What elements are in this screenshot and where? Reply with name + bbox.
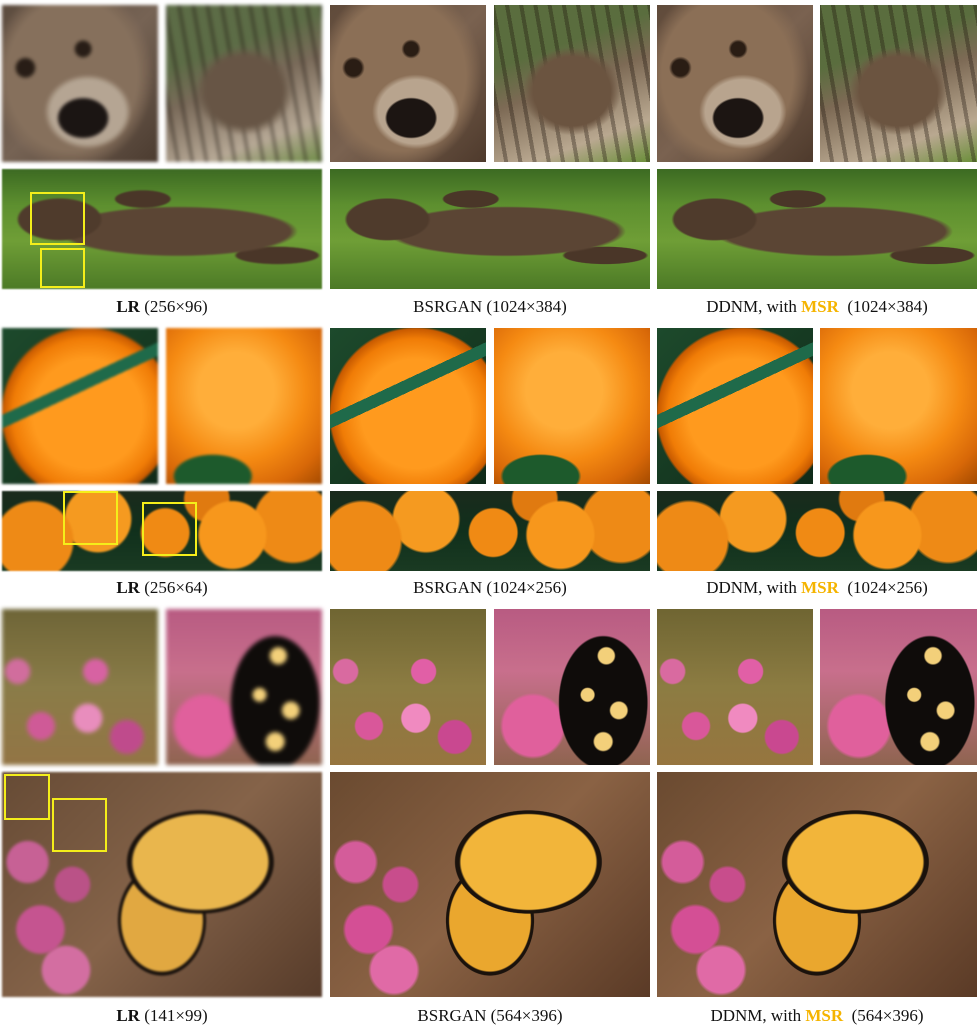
bear-lr-full	[2, 169, 322, 289]
butterfly-zoom-box-head	[52, 798, 107, 852]
caption-size: (256×64)	[144, 578, 208, 597]
caption-method: LR	[116, 297, 140, 316]
bear-bsrgan-crop-paw	[494, 5, 650, 162]
caption-highlight: MSR	[805, 1006, 844, 1025]
butterfly-lr-caption: LR (141×99)	[2, 1004, 322, 1028]
caption-size: (256×96)	[144, 297, 208, 316]
caption-method: BSRGAN	[413, 578, 483, 597]
orange-bsrgan-caption: BSRGAN (1024×256)	[330, 576, 650, 600]
butterfly-bsrgan-full	[330, 772, 650, 997]
caption-method: LR	[116, 1006, 140, 1025]
butterfly-zoom-box-flower	[4, 774, 50, 820]
bear-ddnm-caption: DDNM, with MSR (1024×384)	[657, 295, 977, 319]
butterfly-ddnm-caption: DDNM, with MSR (564×396)	[657, 1004, 977, 1028]
orange-bsrgan-full	[330, 491, 650, 571]
orange-ddnm-caption: DDNM, with MSR (1024×256)	[657, 576, 977, 600]
caption-method: BSRGAN	[417, 1006, 487, 1025]
caption-size: (1024×384)	[486, 297, 567, 316]
caption-highlight: MSR	[801, 578, 839, 597]
orange-bsrgan-crop-stem	[330, 328, 486, 484]
caption-highlight: MSR	[801, 297, 839, 316]
bear-bsrgan-crop-face	[330, 5, 486, 162]
caption-size: (1024×384)	[847, 297, 928, 316]
bear-ddnm-crop-paw	[820, 5, 977, 162]
butterfly-ddnm-crop-head	[820, 609, 977, 765]
orange-ddnm-crop-stem	[657, 328, 813, 484]
caption-size: (564×396)	[851, 1006, 924, 1025]
caption-method: LR	[116, 578, 140, 597]
orange-zoom-box-stem	[63, 491, 118, 545]
bear-zoom-box-face	[30, 192, 85, 245]
caption-method: DDNM, with	[710, 1006, 802, 1025]
orange-lr-full	[2, 491, 322, 571]
caption-size: (1024×256)	[847, 578, 928, 597]
caption-size: (141×99)	[144, 1006, 208, 1025]
caption-method: BSRGAN	[413, 297, 483, 316]
orange-lr-crop-fruit	[166, 328, 322, 484]
bear-lr-crop-paw	[166, 5, 322, 162]
orange-lr-crop-stem	[2, 328, 158, 484]
caption-method: DDNM, with	[706, 578, 797, 597]
orange-zoom-box-fruit	[142, 502, 197, 556]
butterfly-ddnm-crop-flower	[657, 609, 813, 765]
butterfly-bsrgan-crop-flower	[330, 609, 486, 765]
bear-bsrgan-caption: BSRGAN (1024×384)	[330, 295, 650, 319]
bear-zoom-box-paw	[40, 248, 85, 288]
butterfly-lr-full	[2, 772, 322, 997]
caption-method: DDNM, with	[706, 297, 797, 316]
butterfly-bsrgan-caption: BSRGAN (564×396)	[330, 1004, 650, 1028]
orange-bsrgan-crop-fruit	[494, 328, 650, 484]
orange-ddnm-crop-fruit	[820, 328, 977, 484]
butterfly-lr-crop-head	[166, 609, 322, 765]
orange-ddnm-full	[657, 491, 977, 571]
bear-ddnm-crop-face	[657, 5, 813, 162]
caption-size: (564×396)	[490, 1006, 563, 1025]
bear-ddnm-full	[657, 169, 977, 289]
bear-lr-crop-face	[2, 5, 158, 162]
caption-size: (1024×256)	[486, 578, 567, 597]
butterfly-lr-crop-flower	[2, 609, 158, 765]
bear-bsrgan-full	[330, 169, 650, 289]
butterfly-bsrgan-crop-head	[494, 609, 650, 765]
butterfly-ddnm-full	[657, 772, 977, 997]
bear-lr-caption: LR (256×96)	[2, 295, 322, 319]
orange-lr-caption: LR (256×64)	[2, 576, 322, 600]
